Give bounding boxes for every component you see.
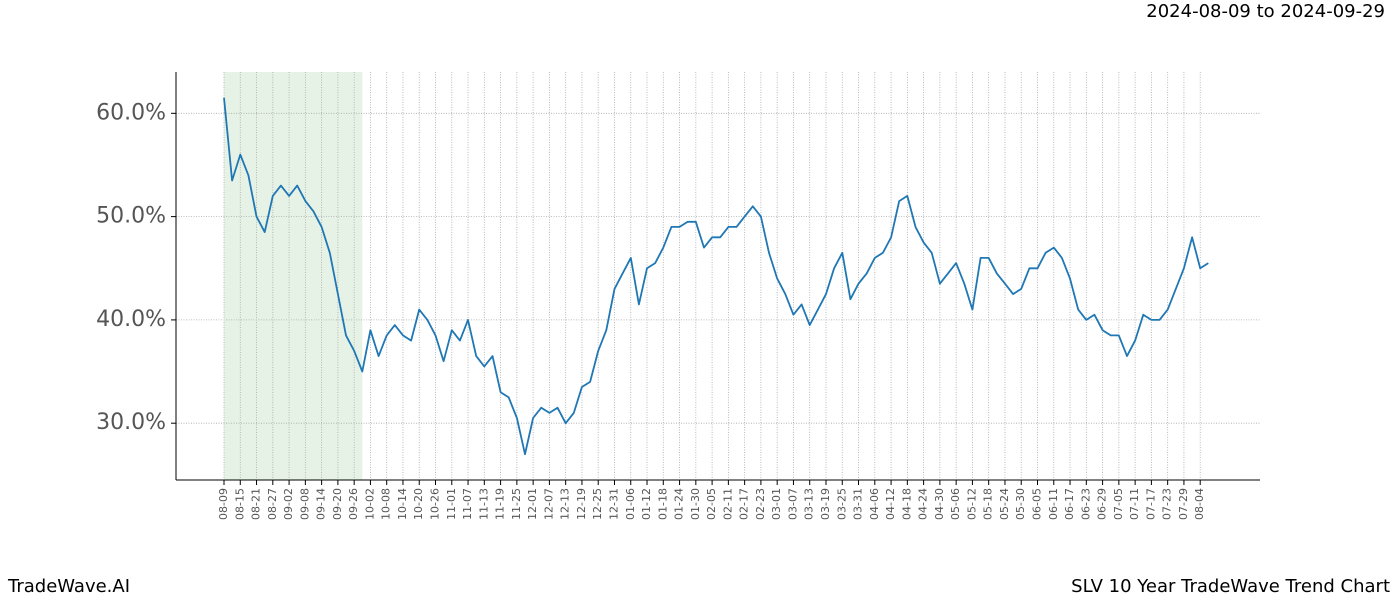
x-tick-label: 11-25 [510, 488, 523, 520]
x-tick-label: 09-02 [282, 488, 295, 520]
x-tick-label: 03-13 [803, 488, 816, 520]
x-tick-label: 02-17 [738, 488, 751, 520]
x-tick-label: 06-11 [1047, 488, 1060, 520]
x-tick-label: 04-18 [900, 488, 913, 520]
x-tick-label: 02-23 [754, 488, 767, 520]
footer-right: SLV 10 Year TradeWave Trend Chart [1071, 576, 1390, 597]
x-tick-label: 08-21 [250, 488, 263, 520]
x-tick-label: 05-18 [982, 488, 995, 520]
x-tick-label: 09-20 [331, 488, 344, 520]
x-tick-label: 11-07 [461, 488, 474, 520]
x-tick-label: 03-07 [786, 488, 799, 520]
x-tick-label: 10-14 [396, 488, 409, 520]
x-tick-label: 10-08 [380, 488, 393, 520]
x-tick-label: 11-19 [494, 488, 507, 520]
x-tick-label: 09-14 [315, 488, 328, 520]
footer-left: TradeWave.AI [7, 576, 130, 597]
x-tick-label: 11-13 [477, 488, 490, 520]
x-tick-label: 01-12 [640, 488, 653, 520]
x-tick-label: 10-20 [412, 488, 425, 520]
x-tick-label: 03-01 [770, 488, 783, 520]
x-tick-label: 01-06 [624, 488, 637, 520]
line-series [223, 97, 1209, 456]
x-tick-label: 06-17 [1063, 488, 1076, 520]
x-tick-label: 10-26 [429, 488, 442, 520]
x-tick-label: 05-06 [949, 488, 962, 520]
x-tick-label: 03-31 [852, 488, 865, 520]
x-tick-label: 07-29 [1177, 488, 1190, 520]
x-tick-label: 09-08 [298, 488, 311, 520]
x-tick-label: 12-19 [575, 488, 588, 520]
x-tick-label: 02-05 [705, 488, 718, 520]
x-tick-label: 07-23 [1161, 488, 1174, 520]
highlight-region [224, 72, 363, 480]
x-tick-label: 07-05 [1112, 488, 1125, 520]
x-tick-label: 07-17 [1144, 488, 1157, 520]
y-tick-label: 30.0% [96, 410, 166, 435]
x-tick-label: 12-13 [559, 488, 572, 520]
x-tick-label: 04-12 [884, 488, 897, 520]
x-tick-label: 12-01 [526, 488, 539, 520]
x-tick-label: 06-05 [1031, 488, 1044, 520]
x-tick-label: 08-04 [1193, 488, 1206, 520]
y-tick-label: 40.0% [96, 307, 166, 332]
y-tick-label: 60.0% [96, 100, 166, 125]
x-tick-label: 03-19 [819, 488, 832, 520]
x-tick-label: 04-30 [933, 488, 946, 520]
x-tick-label: 12-31 [607, 488, 620, 520]
x-tick-label: 09-26 [347, 488, 360, 520]
x-tick-label: 01-18 [656, 488, 669, 520]
chart-subtitle: 2024-08-09 to 2024-09-29 [1146, 1, 1385, 22]
x-tick-label: 01-30 [689, 488, 702, 520]
x-tick-label: 04-24 [917, 488, 930, 520]
x-tick-label: 05-24 [998, 488, 1011, 520]
x-tick-label: 04-06 [868, 488, 881, 520]
x-tick-label: 06-29 [1096, 488, 1109, 520]
x-tick-label: 08-09 [217, 488, 230, 520]
x-tick-label: 12-25 [591, 488, 604, 520]
x-tick-label: 02-11 [721, 488, 734, 520]
x-tick-label: 05-30 [1014, 488, 1027, 520]
x-tick-label: 08-27 [266, 488, 279, 520]
x-tick-label: 03-25 [835, 488, 848, 520]
x-tick-label: 06-23 [1079, 488, 1092, 520]
x-tick-label: 08-15 [233, 488, 246, 520]
x-tick-label: 10-02 [363, 488, 376, 520]
x-tick-label: 12-07 [542, 488, 555, 520]
x-tick-label: 11-01 [445, 488, 458, 520]
x-tick-label: 01-24 [673, 488, 686, 520]
x-tick-label: 07-11 [1128, 488, 1141, 520]
y-tick-label: 50.0% [96, 204, 166, 229]
x-tick-label: 05-12 [965, 488, 978, 520]
